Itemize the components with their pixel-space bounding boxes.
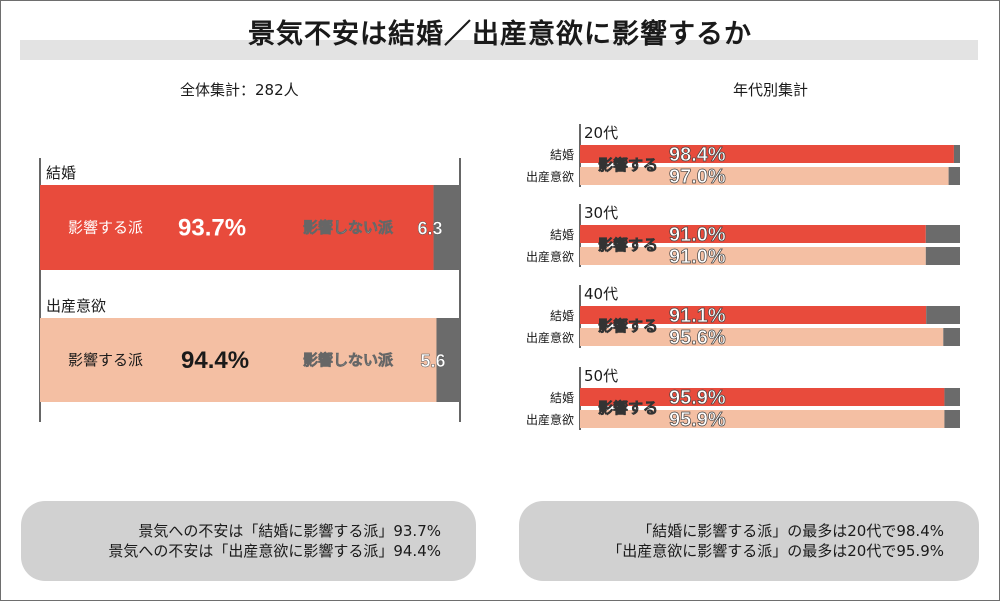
- age-bar-unaffected: [926, 306, 960, 324]
- overall-bar-affected: [40, 318, 437, 402]
- age-group-label: 50代: [584, 367, 618, 385]
- age-value-label: 97.0%: [669, 166, 726, 188]
- overall-category-label: 出産意欲: [46, 297, 106, 315]
- overall-value-affected: 93.7%: [178, 215, 246, 242]
- overall-bar-affected: [40, 185, 434, 270]
- overall-value-unaffected: 5.6: [420, 351, 445, 371]
- age-bar-affected: [580, 328, 944, 346]
- overall-value-affected: 94.4%: [181, 347, 249, 374]
- summary-left-line1: 景気への不安は「結婚に影響する派」93.7%: [138, 522, 441, 540]
- age-bar-unaffected: [925, 247, 960, 265]
- age-row-label: 出産意欲: [526, 412, 574, 427]
- age-row-label: 出産意欲: [526, 330, 574, 345]
- overall-series-label-affected: 影響する派: [68, 351, 143, 369]
- age-bar-unaffected: [944, 388, 960, 406]
- age-bar-unaffected: [943, 328, 960, 346]
- age-row-label: 結婚: [550, 309, 574, 323]
- overall-series-label-unaffected: 影響しない派: [303, 351, 394, 369]
- age-series-label: 影響する: [598, 236, 658, 254]
- overall-category-label: 結婚: [46, 164, 76, 182]
- age-value-label: 91.0%: [669, 246, 726, 268]
- age-value-label: 98.4%: [669, 144, 726, 166]
- age-bar-affected: [580, 410, 945, 428]
- age-bar-affected: [580, 388, 945, 406]
- age-bar-unaffected: [948, 167, 960, 185]
- age-value-label: 95.9%: [669, 387, 726, 409]
- overall-series-label-unaffected: 影響しない派: [303, 219, 394, 237]
- age-group-label: 40代: [584, 285, 618, 303]
- age-series-label: 影響する: [598, 399, 658, 417]
- summary-right: 「結婚に影響する派」の最多は20代で98.4% 「出産意欲に影響する派」の最多は…: [519, 501, 979, 581]
- overall-series-label-affected: 影響する派: [68, 219, 143, 237]
- age-bar-affected: [580, 306, 927, 324]
- age-series-label: 影響する: [598, 156, 658, 174]
- page-title: 景気不安は結婚／出産意欲に影響するか: [248, 19, 752, 50]
- overall-bar-unaffected: [433, 185, 460, 270]
- overall-bar-unaffected: [436, 318, 460, 402]
- age-row-label: 結婚: [550, 228, 574, 242]
- summary-right-line2: 「出産意欲に影響する派」の最多は20代で95.9%: [607, 542, 944, 560]
- age-bar-affected: [580, 167, 949, 185]
- summary-left-line2: 景気への不安は「出産意欲に影響する派」94.4%: [108, 542, 441, 560]
- age-value-label: 95.6%: [669, 327, 726, 349]
- age-bar-affected: [580, 225, 926, 243]
- age-row-label: 出産意欲: [526, 169, 574, 184]
- summary-left: 景気への不安は「結婚に影響する派」93.7% 景気への不安は「出産意欲に影響する…: [21, 501, 476, 581]
- age-value-label: 91.1%: [669, 305, 726, 327]
- age-value-label: 91.0%: [669, 224, 726, 246]
- summary-right-line1: 「結婚に影響する派」の最多は20代で98.4%: [637, 522, 944, 540]
- age-series-label: 影響する: [598, 317, 658, 335]
- age-bar-unaffected: [944, 410, 960, 428]
- age-bar-affected: [580, 145, 954, 163]
- age-group-label: 20代: [584, 124, 618, 142]
- age-row-label: 結婚: [550, 148, 574, 162]
- title-band: [20, 40, 978, 60]
- age-row-label: 結婚: [550, 391, 574, 405]
- age-group-label: 30代: [584, 204, 618, 222]
- overall-value-unaffected: 6.3: [418, 219, 443, 239]
- age-row-label: 出産意欲: [526, 249, 574, 264]
- age-value-label: 95.9%: [669, 409, 726, 431]
- age-subtitle: 年代別集計: [733, 81, 809, 99]
- age-bar-unaffected: [953, 145, 960, 163]
- overall-subtitle: 全体集計：282人: [180, 81, 299, 99]
- age-bar-unaffected: [925, 225, 960, 243]
- age-bar-affected: [580, 247, 926, 265]
